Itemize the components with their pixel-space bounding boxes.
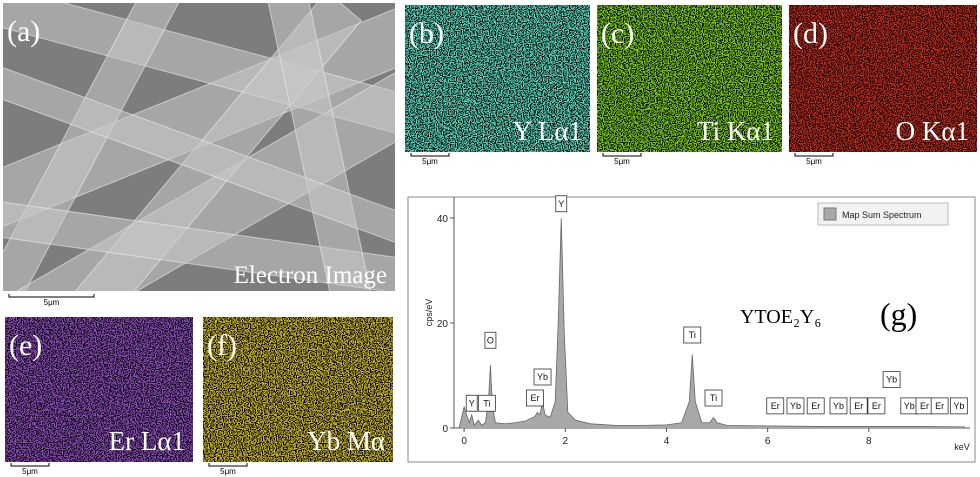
- peak-label: Er: [872, 401, 881, 411]
- peak-label-box: [849, 397, 868, 415]
- map-speckle: [203, 317, 393, 462]
- scale-bar-label: 5μm: [220, 467, 236, 476]
- peak-label: Ti: [710, 393, 717, 403]
- y-axis-label: cps/eV: [424, 299, 434, 327]
- panel-label: (e): [9, 329, 42, 362]
- legend-box: [817, 202, 949, 226]
- peak-label: Er: [854, 401, 863, 411]
- panel-label: (d): [793, 17, 828, 50]
- x-tick-label: 8: [866, 436, 872, 447]
- peak-label: Yb: [953, 401, 964, 411]
- map-speckle: [405, 5, 590, 152]
- peak-label-box: [829, 397, 848, 415]
- peak-label: Yb: [904, 401, 915, 411]
- peak-label-box: [949, 397, 968, 415]
- panel-label: (c): [601, 17, 634, 50]
- peak-label-box: [867, 397, 886, 415]
- map-speckle: [597, 5, 782, 152]
- scale-bar-label: 5μm: [422, 157, 438, 166]
- peak-label: Ti: [483, 398, 490, 408]
- spectrum-area: [459, 218, 965, 428]
- panel-label: (g): [880, 296, 917, 332]
- legend-label: Map Sum Spectrum: [842, 210, 922, 220]
- scale-bar: [602, 153, 642, 157]
- peak-label: Er: [811, 401, 820, 411]
- peak-label-box: [806, 397, 825, 415]
- peak-label: O: [487, 335, 494, 345]
- electron-image: [3, 3, 395, 291]
- peak-label: Yb: [833, 401, 844, 411]
- peak-label: Yb: [790, 401, 801, 411]
- peak-label-box: [882, 371, 901, 389]
- x-tick-label: 6: [765, 436, 771, 447]
- scale-bar: [794, 153, 834, 157]
- panel-caption: Ti Kα1: [697, 116, 774, 146]
- x-tick-label: 2: [563, 436, 569, 447]
- y-tick-label: 20: [437, 319, 449, 330]
- scale-bar-label: 5μm: [614, 157, 630, 166]
- peak-label-box: [533, 368, 552, 386]
- y-tick-label: 40: [437, 214, 449, 225]
- map-speckle: [5, 317, 193, 462]
- panel-caption: O Kα1: [896, 116, 969, 146]
- peak-label-box: [465, 394, 478, 412]
- peak-label: Er: [530, 393, 539, 403]
- peak-label: Er: [920, 401, 929, 411]
- spectrum-line: [458, 217, 965, 429]
- peak-label-box: [786, 397, 805, 415]
- x-axis-label: keV: [954, 442, 970, 452]
- formula: YTOE₂Y₆: [740, 306, 821, 328]
- y-tick-label: 0: [442, 424, 448, 435]
- x-tick-label: 4: [664, 436, 670, 447]
- peak-label-box: [683, 326, 702, 344]
- peak-label-box: [704, 389, 723, 407]
- panel-caption: Yb Mα: [307, 426, 385, 456]
- panel-label: (b): [409, 17, 444, 50]
- peak-label-box: [477, 394, 496, 412]
- peak-label-box: [526, 389, 544, 407]
- scale-bar-label: 5μm: [44, 298, 60, 307]
- map-speckle: [789, 5, 977, 152]
- panel-caption: Er Lα1: [109, 426, 185, 456]
- scale-bar-label: 5μm: [806, 157, 822, 166]
- peak-label: Y: [469, 398, 475, 408]
- peak-label: Ti: [689, 330, 696, 340]
- scale-bar: [10, 463, 50, 467]
- panel-caption: Y Lα1: [513, 116, 582, 146]
- panel-label: (f): [207, 329, 237, 362]
- peak-label: Er: [935, 401, 944, 411]
- peak-label-box: [555, 195, 568, 213]
- peak-label: Er: [771, 401, 780, 411]
- peak-label: Yb: [537, 372, 548, 382]
- peak-label-box: [930, 397, 949, 415]
- panel-label: (a): [7, 15, 40, 48]
- scale-bar: [410, 153, 450, 157]
- panel-caption: Electron Image: [234, 262, 387, 289]
- peak-label: Y: [558, 199, 564, 209]
- peak-label: Yb: [886, 375, 897, 385]
- legend-swatch: [823, 207, 837, 221]
- peak-label-box: [766, 397, 785, 415]
- scale-bar: [208, 463, 248, 467]
- scale-bar-label: 5μm: [22, 467, 38, 476]
- peak-label-box: [484, 331, 497, 349]
- x-tick-label: 0: [461, 436, 467, 447]
- scale-bar: [8, 294, 95, 298]
